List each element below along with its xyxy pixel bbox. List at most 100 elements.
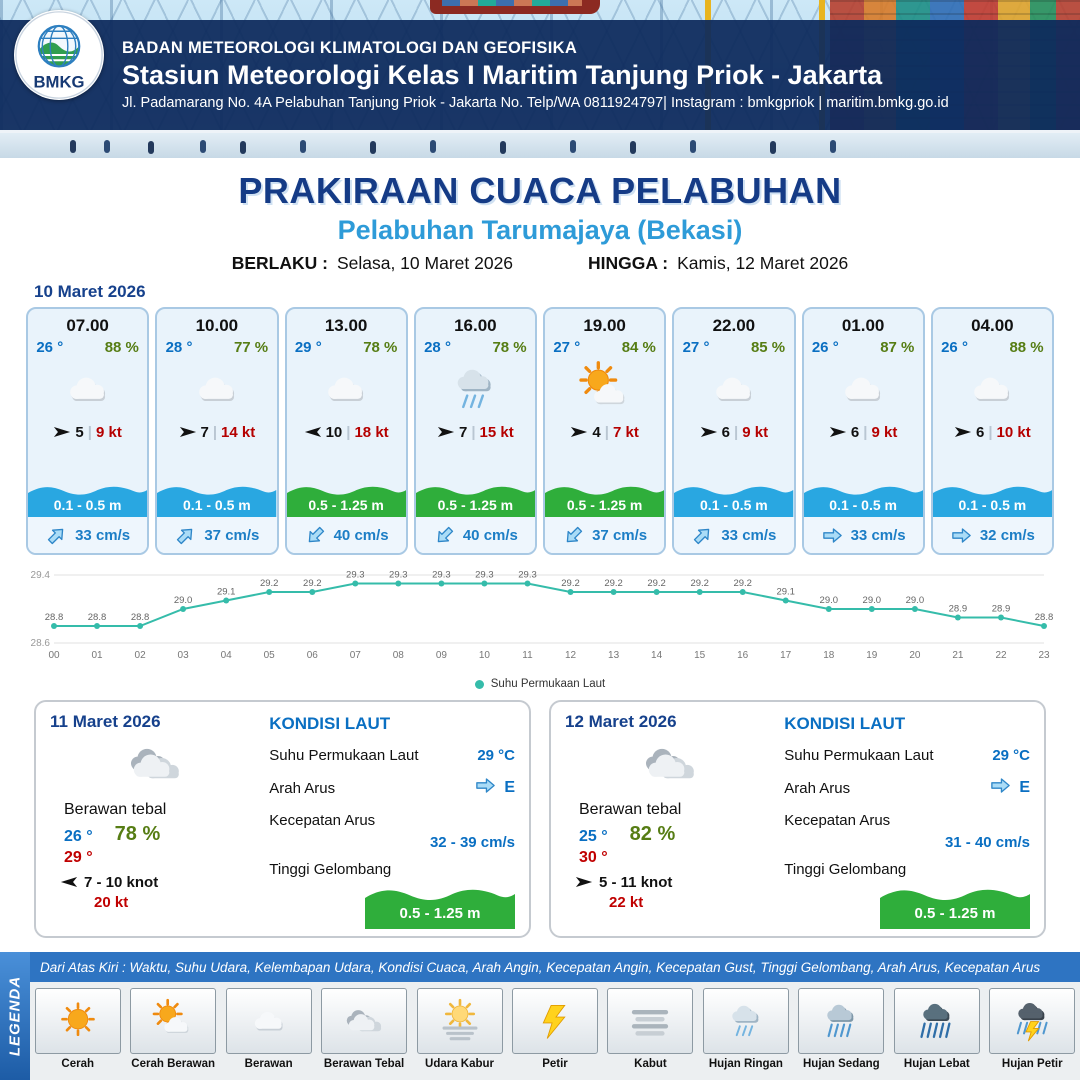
svg-text:20: 20 [909,650,921,661]
wind-speed-value: 6 [976,423,985,441]
wind-gust-value: 9 kt [742,423,769,441]
svg-text:07: 07 [350,650,362,661]
temp-humidity-row: 26 ° 88 % [36,339,139,356]
berawan-tebal-icon [321,988,408,1054]
page-title: PRAKIRAAN CUACA PELABUHAN [238,170,842,211]
humidity-value: 85 % [750,339,786,356]
daily-forecast-card: 11 Maret 2026 Berawan tebal 26 ° 78 % 29 ° 7 … [34,700,531,938]
wind-direction-icon [700,423,718,441]
weather-icon-berawan [694,358,774,420]
temp-max-value: 29 ° [64,849,93,866]
svg-text:29.3: 29.3 [346,570,365,581]
wind-gust-divider: | [471,423,476,441]
wind-direction-icon [304,423,322,441]
wind-direction-icon [179,423,197,441]
humidity-value: 82 % [629,823,676,845]
svg-text:29.0: 29.0 [820,595,839,606]
svg-text:29.2: 29.2 [733,578,752,589]
sst-chart-section: 29.4 28.6 28.8 00 28.8 01 28.8 02 29.0 03 29.1 04 29… [0,555,1080,691]
hourly-forecast-card: 16.00 28 ° 78 % 7 | 15 kt 0.5 - 1.25 m 40 cm/s [413,307,537,555]
weather-icon-berawan [48,358,128,420]
svg-text:11: 11 [522,650,533,661]
valid-from-value: Selasa, 10 Maret 2026 [336,253,514,273]
wind-speed-range: 5 - 11 knot [599,873,673,891]
current-direction-label: Arah Arus [784,779,851,797]
weather-icon-cerah-berawan [565,358,645,420]
wind-row: 6 | 9 kt [700,423,768,441]
weather-icon-berawan [952,358,1032,420]
daily-weather-summary: 12 Maret 2026 Berawan tebal 25 ° 82 % 30 ° 5 … [565,712,774,926]
svg-text:18: 18 [823,650,835,661]
wind-speed-value: 10 [325,423,343,441]
svg-text:29.0: 29.0 [906,595,925,606]
current-direction-icon [562,524,585,547]
svg-text:16: 16 [737,650,749,661]
svg-text:29.2: 29.2 [260,578,279,589]
svg-text:15: 15 [694,650,706,661]
legend-main: Dari Atas Kiri : Waktu, Suhu Udara, Kele… [30,952,1080,1080]
forecast-time: 22.00 [712,316,756,335]
svg-text:13: 13 [608,650,620,661]
forecast-time: 10.00 [195,316,239,335]
temperature-value: 28 ° [424,339,451,356]
wave-height-value: 0.1 - 0.5 m [53,497,122,513]
wind-direction-icon [575,873,593,891]
legend-item-label: Hujan Sedang [803,1058,880,1070]
current-speed-value: 31 - 40 cm/s [944,834,1030,851]
wave-height-band: 0.1 - 0.5 m [157,483,277,517]
legend-item-label: Hujan Lebat [903,1058,970,1070]
legend-item: Hujan Petir [986,988,1079,1070]
temp-humidity-row: 29 ° 78 % [295,339,398,356]
wind-gust-value: 22 kt [609,894,644,911]
svg-text:28.9: 28.9 [992,604,1011,615]
legend-item-label: Berawan Tebal [323,1058,405,1070]
wind-row: 6 | 10 kt [954,423,1031,441]
hujan-lebat-icon [893,988,980,1054]
hujan-ringan-icon [702,988,789,1054]
wave-height-value: 0.1 - 0.5 m [183,497,251,513]
weather-icon-berawan-tebal [107,732,203,801]
wave-height-badge: 0.5 - 1.25 m [784,885,1030,929]
valid-from-label: BERLAKU : [231,253,328,273]
title-section: PRAKIRAAN CUACA PELABUHAN Pelabuhan Taru… [0,158,1080,274]
kabut-icon [607,988,694,1054]
wave-height-band: 0.5 - 1.25 m [286,483,406,517]
legend-item: Cerah Berawan [127,988,220,1070]
wave-height-band: 0.1 - 0.5 m [674,483,794,517]
wave-height-label: Tinggi Gelombang [269,861,392,878]
legend-item: Hujan Ringan [699,988,792,1070]
wind-gust-value: 9 kt [871,423,898,441]
current-direction-icon [989,774,1012,802]
svg-text:29.4: 29.4 [31,570,51,581]
weather-icon-berawan [823,358,903,420]
wind-gust-value: 20 kt [94,894,129,911]
sea-conditions-heading: KONDISI LAUT [269,714,391,733]
wave-height-badge: 0.5 - 1.25 m [269,885,515,929]
udara-kabur-icon [416,988,503,1054]
wind-row: 4 | 7 kt [570,423,639,441]
legend-item: Petir [508,988,601,1070]
wind-row: 7 | 15 kt [437,423,514,441]
bmkg-logo: BMKG [14,10,104,100]
current-row: 33 cm/s [674,517,794,553]
wave-height-band: 0.5 - 1.25 m [365,885,515,929]
current-speed-value: 33 cm/s [721,526,777,544]
ship-illustration [430,0,600,14]
temp-min-value: 26 ° [64,828,93,845]
svg-text:29.2: 29.2 [647,578,666,589]
temp-humidity-row: 27 ° 84 % [553,339,656,356]
humidity-value: 84 % [621,339,656,356]
svg-text:29.0: 29.0 [863,595,882,606]
svg-text:05: 05 [264,650,276,661]
wind-gust-value: 7 kt [612,423,639,441]
legend-strip-label: LEGENDA [6,975,24,1057]
hourly-forecast-card: 07.00 26 ° 88 % 5 | 9 kt 0.1 - 0.5 m 33 cm/s [26,307,150,555]
hujan-sedang-icon [798,988,885,1054]
temperature-value: 29 ° [294,339,322,356]
legend-items-row: Cerah Cerah Berawan Berawan Berawan Tebal Ud… [30,982,1080,1080]
hourly-forecast-card: 19.00 27 ° 84 % 4 | 7 kt 0.5 - 1.25 m 37 cm/s [543,307,667,555]
svg-text:29.2: 29.2 [690,578,709,589]
svg-text:28.9: 28.9 [949,604,968,615]
svg-text:28.8: 28.8 [88,612,107,623]
legend-note: Dari Atas Kiri : Waktu, Suhu Udara, Kele… [30,952,1080,982]
